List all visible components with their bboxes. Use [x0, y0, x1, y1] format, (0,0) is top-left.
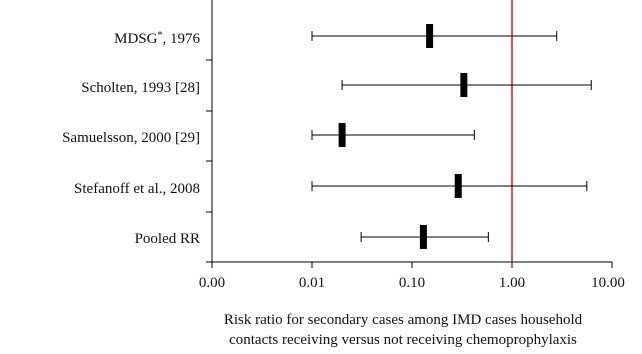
point-estimate-2 [338, 123, 346, 147]
study-label-scholten: Scholten, 1993 [28] [81, 80, 200, 96]
point-estimate-4 [419, 225, 427, 249]
study-label-mdsg: MDSG*, 1976 [114, 30, 200, 48]
x-tick-label-0: 0.00 [199, 275, 225, 291]
study-label-stefanoff: Stefanoff et al., 2008 [74, 181, 200, 197]
x-axis-title-line-1: Risk ratio for secondary cases among IMD… [224, 312, 583, 328]
chart-marks [206, 0, 613, 268]
point-estimate-1 [460, 73, 468, 97]
study-label-pooled: Pooled RR [135, 231, 200, 247]
x-tick-label-1: 0.01 [299, 275, 325, 291]
point-estimate-3 [454, 174, 462, 198]
x-tick-label-2: 0.10 [399, 275, 425, 291]
x-axis-title-line-2: contacts receiving versus not receiving … [229, 332, 577, 348]
x-tick-label-4: 10.00 [591, 275, 625, 291]
study-label-samuelsson: Samuelsson, 2000 [29] [62, 130, 200, 146]
point-estimate-0 [426, 24, 434, 48]
x-tick-label-3: 1.00 [499, 275, 525, 291]
